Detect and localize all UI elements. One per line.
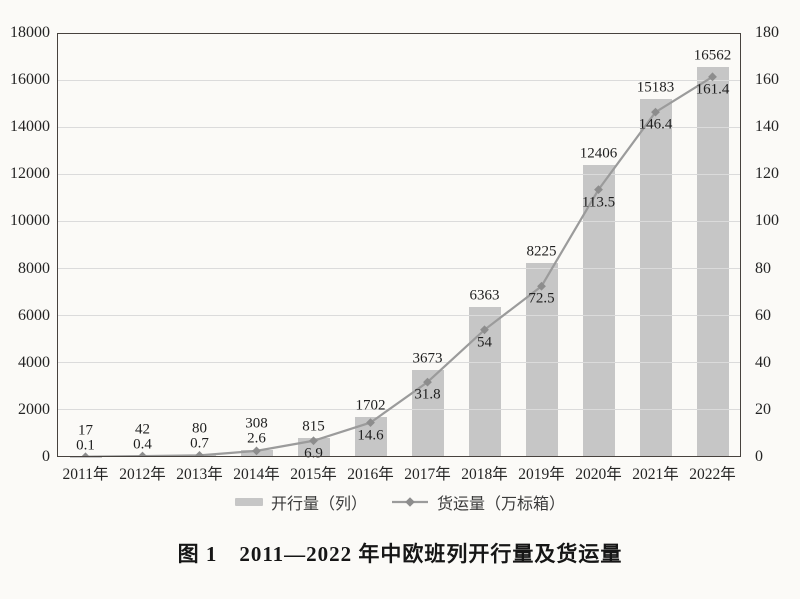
legend-bar-swatch-icon [234, 498, 263, 506]
line-value-label: 0.1 [76, 437, 95, 454]
bar-value-label: 8225 [526, 243, 557, 260]
line-value-label: 14.6 [357, 427, 384, 444]
line-value-label: 146.4 [638, 116, 673, 133]
bar-value-label: 12406 [579, 145, 618, 162]
x-axis-label: 2021年 [632, 466, 679, 483]
diamond-marker-icon [81, 452, 90, 457]
line-value-label: 2.6 [247, 430, 266, 447]
grid-line [57, 315, 741, 317]
x-axis-label: 2013年 [176, 466, 223, 483]
bar [639, 99, 672, 457]
diamond-marker-icon [480, 325, 489, 335]
bar-value-label: 15183 [636, 79, 675, 96]
y-axis-tick-label-right: 40 [755, 353, 771, 371]
bar-value-label: 1702 [355, 397, 386, 414]
grid-line [57, 220, 741, 222]
y-axis-tick-label-left: 4000 [18, 353, 50, 371]
bar-value-label: 80 [192, 420, 207, 437]
diamond-marker-icon [366, 418, 375, 428]
bar-value-label: 308 [245, 415, 268, 432]
y-axis-tick-label-left: 16000 [10, 71, 50, 89]
legend-line-label: 货运量（万标箱） [437, 496, 566, 513]
y-axis-tick-label-left: 6000 [18, 306, 50, 324]
grid-line [57, 173, 741, 175]
bar-value-label: 17 [78, 422, 93, 439]
bar-value-label: 815 [302, 418, 325, 435]
bar-value-label: 42 [135, 421, 150, 438]
x-axis-label: 2017年 [404, 466, 451, 483]
y-axis-tick-label-left: 10000 [10, 212, 50, 230]
grid-line [57, 268, 741, 270]
y-axis-tick-label-right: 20 [755, 400, 771, 418]
grid-line [57, 126, 741, 128]
trend-line [85, 75, 714, 457]
bar-value-label: 3673 [412, 350, 443, 367]
y-axis-tick-label-right: 180 [755, 24, 779, 41]
figure-caption: 图 1 2011—2022 年中欧班列开行量及货运量 [177, 542, 623, 566]
line-value-label: 72.5 [528, 290, 555, 307]
line-value-label: 6.9 [304, 445, 323, 462]
chart-plot-area: 17 0.1 42 0.4 80 0.7 308 2.6 815 6.9 1702 14.6 3673 3… [57, 33, 741, 461]
line-value-label: 0.4 [133, 436, 152, 453]
x-axis-label: 2022年 [689, 466, 736, 483]
y-axis-tick-label-right: 60 [755, 306, 771, 324]
legend-item-trains: 开行量（列） [234, 490, 367, 514]
line-value-label: 54 [477, 334, 492, 351]
line-series [81, 72, 717, 457]
y-axis-tick-label-left: 0 [42, 448, 50, 465]
diamond-marker-icon [252, 446, 261, 456]
x-axis-label: 2012年 [119, 466, 166, 483]
bar [696, 66, 729, 457]
bar-value-label: 6363 [469, 287, 500, 304]
legend-item-freight: 货运量（万标箱） [391, 490, 565, 514]
y-axis-tick-label-right: 140 [755, 118, 779, 136]
bar-value-label: 16562 [693, 47, 732, 64]
x-axis-label: 2011年 [62, 466, 109, 483]
grid-line [57, 409, 741, 411]
x-axis-label: 2019年 [518, 466, 565, 483]
x-axis-label: 2014年 [233, 466, 280, 483]
y-axis-tick-label-right: 80 [755, 259, 771, 277]
x-axis-label: 2018年 [461, 466, 508, 483]
line-value-label: 113.5 [581, 194, 616, 211]
y-axis-tick-label-left: 18000 [10, 24, 50, 41]
diamond-marker-icon [651, 107, 660, 117]
x-axis-label: 2020年 [575, 466, 622, 483]
legend: 开行量（列） 货运量（万标箱） [0, 490, 800, 514]
diamond-marker-icon [195, 450, 204, 457]
y-axis-tick-label-left: 2000 [18, 400, 50, 418]
y-axis-tick-label-right: 120 [755, 165, 779, 183]
diamond-marker-icon [594, 185, 603, 195]
grid-line [57, 79, 741, 81]
y-axis-tick-label-left: 14000 [10, 118, 50, 136]
bar [582, 164, 615, 457]
y-axis-tick-label-left: 8000 [18, 259, 50, 277]
line-value-label: 31.8 [414, 386, 441, 403]
y-axis-tick-label-left: 12000 [10, 165, 50, 183]
line-value-label: 0.7 [190, 435, 209, 452]
legend-bar-label: 开行量（列） [270, 496, 367, 513]
line-value-label: 161.4 [695, 81, 730, 98]
x-axis-label: 2016年 [347, 466, 394, 483]
legend-line-swatch-icon [392, 497, 428, 507]
y-axis-tick-label-right: 100 [755, 212, 779, 230]
y-axis-tick-label-right: 160 [755, 71, 779, 89]
diamond-marker-icon [138, 451, 147, 457]
diamond-marker-icon [309, 436, 318, 446]
y-axis-tick-label-right: 0 [755, 448, 763, 465]
grid-line [57, 362, 741, 364]
x-axis-label: 2015年 [290, 466, 337, 483]
diamond-marker-icon [537, 281, 546, 291]
diamond-marker-icon [423, 377, 432, 387]
